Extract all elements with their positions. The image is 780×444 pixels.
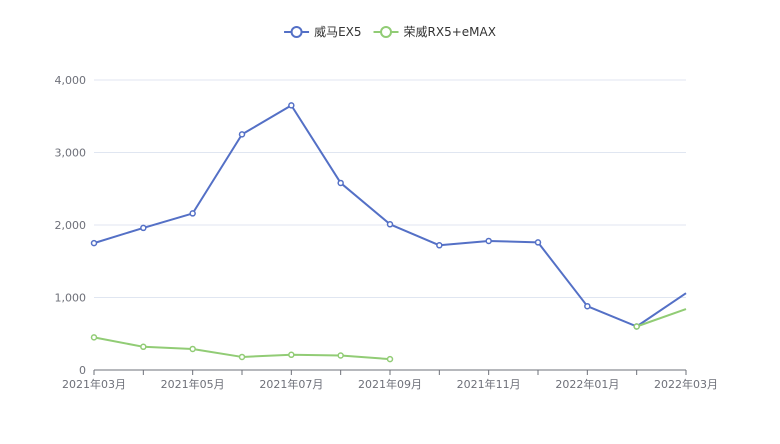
legend-marker-icon bbox=[380, 26, 393, 38]
data-point[interactable] bbox=[140, 343, 147, 351]
legend-marker-icon bbox=[290, 26, 303, 38]
x-axis: 2021年03月 2021年05月 2021年07月 2021年09月 2021年11月… bbox=[62, 369, 718, 391]
data-point[interactable] bbox=[288, 102, 295, 109]
data-point[interactable] bbox=[238, 131, 246, 138]
data-point[interactable] bbox=[90, 239, 98, 247]
data-point[interactable] bbox=[337, 352, 344, 359]
series-line bbox=[93, 104, 687, 328]
data-point[interactable] bbox=[436, 242, 443, 249]
series-1 bbox=[90, 102, 687, 330]
data-point[interactable] bbox=[485, 237, 492, 245]
y-tick-label: 4,000 bbox=[55, 74, 87, 87]
series-2 bbox=[90, 308, 687, 363]
x-tick-label: 2021年05月 bbox=[161, 377, 225, 391]
data-point[interactable] bbox=[584, 302, 591, 310]
legend-label: 威马EX5 bbox=[314, 25, 361, 39]
data-point[interactable] bbox=[386, 221, 394, 228]
y-tick-label: 1,000 bbox=[55, 292, 87, 305]
series-layer bbox=[90, 102, 687, 363]
data-point[interactable] bbox=[386, 355, 394, 363]
series-line bbox=[636, 308, 687, 328]
data-point[interactable] bbox=[238, 353, 246, 361]
data-point[interactable] bbox=[633, 323, 640, 330]
data-point[interactable] bbox=[189, 345, 196, 353]
data-point[interactable] bbox=[534, 239, 542, 246]
x-tick-label: 2022年03月 bbox=[654, 377, 718, 391]
y-tick-label: 2,000 bbox=[55, 219, 87, 232]
x-tick-label: 2022年01月 bbox=[555, 377, 619, 391]
legend-item-1[interactable]: 威马EX5 bbox=[284, 25, 362, 39]
x-tick-label: 2021年09月 bbox=[358, 377, 422, 391]
data-point[interactable] bbox=[288, 351, 295, 359]
data-point[interactable] bbox=[90, 334, 98, 341]
x-tick-label: 2021年03月 bbox=[62, 377, 126, 391]
x-tick-label: 2021年11月 bbox=[457, 377, 521, 391]
y-tick-label: 3,000 bbox=[55, 147, 87, 160]
legend[interactable]: 威马EX5 荣威RX5+eMAX bbox=[284, 25, 496, 39]
y-axis: 0 1,000 2,000 3,000 4,000 bbox=[55, 74, 87, 377]
y-tick-label: 0 bbox=[79, 364, 86, 377]
data-point[interactable] bbox=[189, 210, 196, 217]
data-point[interactable] bbox=[140, 224, 147, 232]
legend-label: 荣威RX5+eMAX bbox=[404, 25, 496, 39]
data-point[interactable] bbox=[337, 179, 344, 187]
legend-item-2[interactable]: 荣威RX5+eMAX bbox=[373, 25, 496, 39]
x-tick-label: 2021年07月 bbox=[259, 377, 323, 391]
grid-lines bbox=[94, 79, 686, 298]
